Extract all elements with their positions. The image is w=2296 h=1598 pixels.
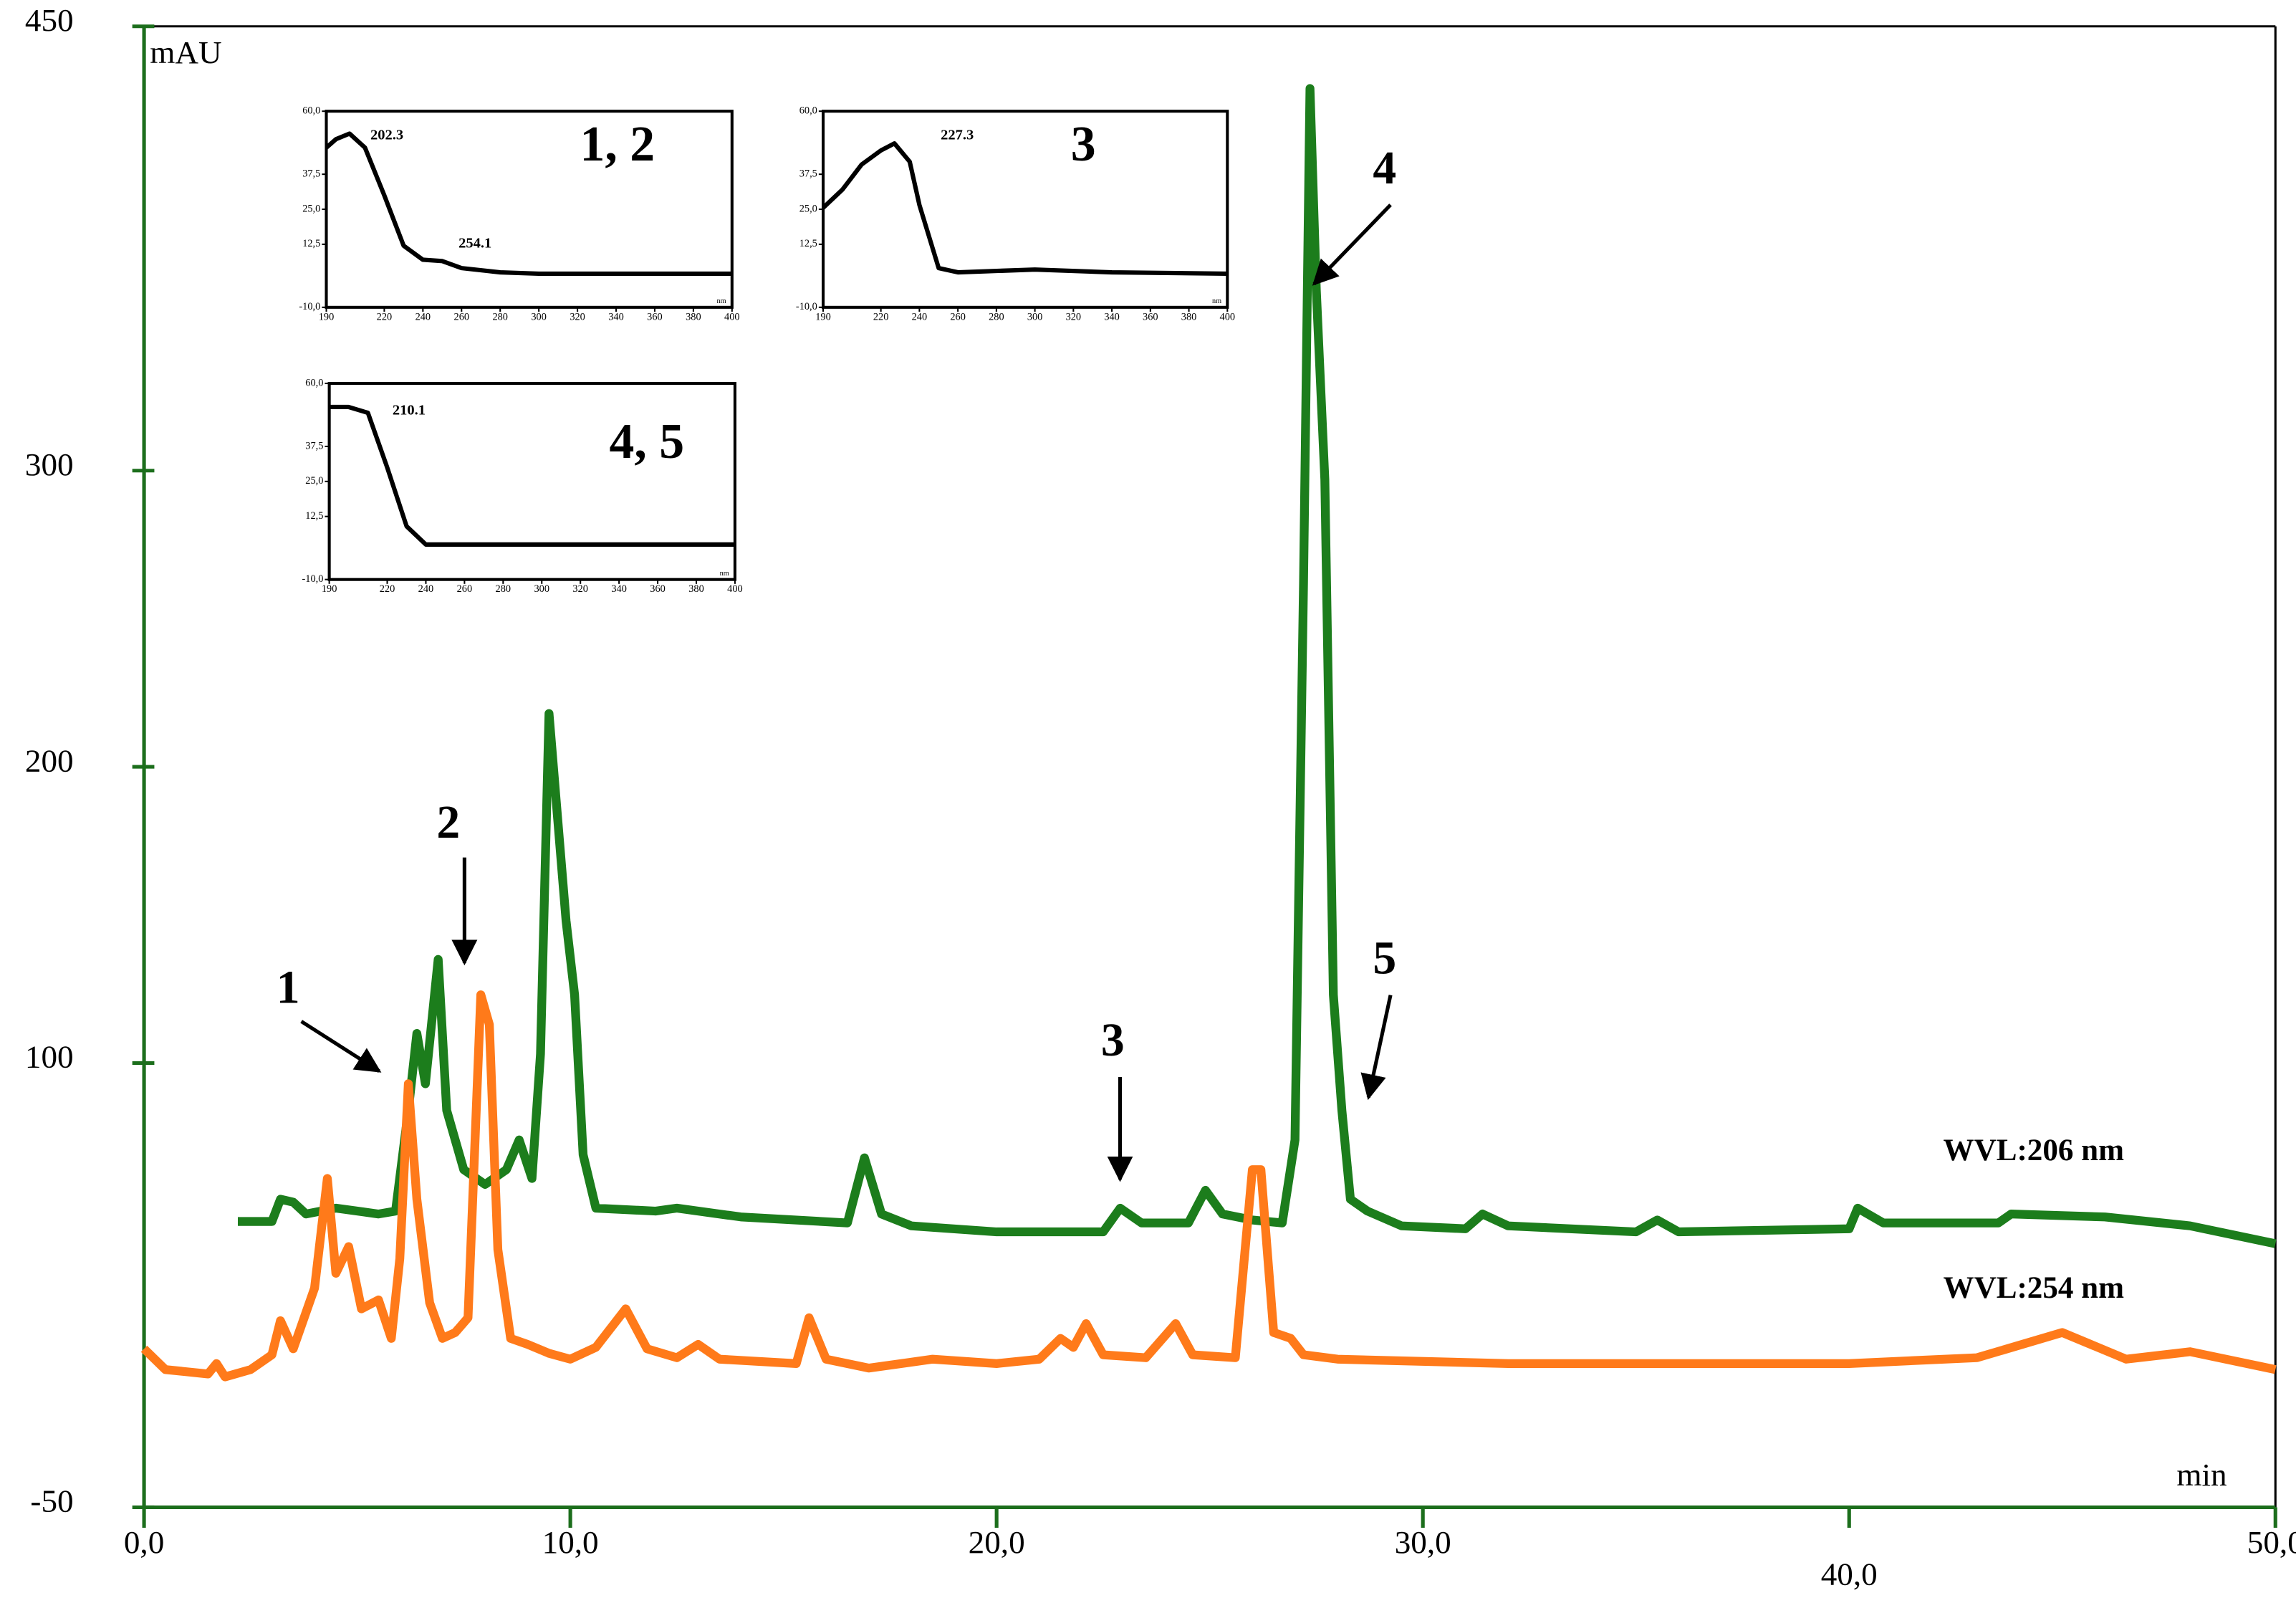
series-line [329,404,735,547]
x-tick-label: 240 [418,583,434,595]
x-axis-label: min [2176,1457,2227,1493]
y-tick-label: 37,5 [799,168,817,179]
x-tick-label: 300 [531,311,547,322]
y-tick-label: 37,5 [302,168,320,179]
series-line [237,84,2277,1248]
y-tick-label: 60,0 [302,105,320,117]
x-tick-label: 220 [380,583,395,595]
peak-number: 1 [277,962,300,1014]
x-tick-label: 340 [608,311,624,322]
x-tick-label: 340 [611,583,627,595]
y-tick-label: 450 [25,2,74,38]
x-tick-label: 360 [650,583,666,595]
inset-frame [327,381,736,581]
inset-title: 3 [1071,117,1096,172]
y-tick-label: 12,5 [799,238,817,249]
peak-number: 5 [1373,933,1396,985]
x-tick-label: 300 [534,583,549,595]
x-tick-label: 280 [989,311,1004,322]
x-axis-label: nm [717,297,726,305]
x-tick-label: 340 [1104,311,1120,322]
y-tick-label: 25,0 [302,203,320,214]
y-tick-label: -50 [30,1483,73,1519]
x-tick-label: 0,0 [124,1524,164,1560]
legend-label: WVL:254 nm [1944,1271,2125,1305]
y-tick-label: -10,0 [796,301,817,312]
y-tick-label: 12,5 [302,238,320,249]
x-tick-label: 220 [377,311,393,322]
y-tick-label: 25,0 [305,475,323,487]
y-tick-label: 37,5 [305,440,323,451]
x-axis-label: nm [1212,297,1221,305]
x-tick-label: 10,0 [542,1524,599,1560]
x-tick-label: 190 [319,311,335,322]
peak-number: 4 [1373,143,1396,194]
series-line [140,990,2277,1382]
peak-label: 254.1 [458,236,491,252]
inset-title: 1, 2 [580,117,655,172]
x-tick-label: 320 [572,583,588,595]
inset-title: 4, 5 [610,414,685,469]
x-tick-label: 380 [686,311,701,322]
x-tick-label: 190 [815,311,831,322]
y-tick-label: 60,0 [305,377,323,388]
x-tick-label: 240 [416,311,431,322]
x-tick-label: 40,0 [1821,1556,1878,1592]
y-tick-label: 25,0 [799,203,817,214]
arrow [1312,204,1392,286]
y-tick-label: 12,5 [305,510,323,522]
x-tick-label: 30,0 [1395,1524,1451,1560]
peak-number: 2 [436,797,460,848]
x-tick-label: 320 [570,311,585,322]
inset-frame [821,110,1229,309]
arrow [1360,995,1393,1101]
x-tick-label: 20,0 [969,1524,1025,1560]
arrow [300,1020,382,1073]
x-tick-label: 260 [454,311,470,322]
y-tick-label: 60,0 [799,105,817,117]
x-tick-label: 220 [873,311,889,322]
x-tick-label: 380 [688,583,704,595]
x-tick-label: 400 [727,583,743,595]
y-tick-label: -10,0 [302,573,324,585]
y-tick-label: 100 [25,1039,74,1075]
x-tick-label: 300 [1027,311,1043,322]
x-tick-label: 320 [1066,311,1082,322]
x-tick-label: 240 [912,311,928,322]
x-tick-label: 190 [322,583,337,595]
y-axis-label: mAU [150,34,221,70]
peak-label: 210.1 [393,403,426,418]
series-line [821,141,1228,276]
y-tick-label: 200 [25,742,74,778]
x-tick-label: 50,0 [2247,1524,2296,1560]
x-tick-label: 280 [492,311,508,322]
x-axis-label: nm [720,570,729,578]
y-tick-label: -10,0 [299,301,320,312]
x-tick-label: 400 [1220,311,1236,322]
x-tick-label: 260 [457,583,473,595]
arrows [300,204,1393,1182]
peak-number: 3 [1101,1015,1125,1066]
x-tick-label: 380 [1181,311,1197,322]
x-tick-label: 400 [724,311,740,322]
x-tick-label: 360 [647,311,663,322]
y-tick-label: 300 [25,446,74,482]
x-tick-label: 280 [496,583,511,595]
x-tick-label: 260 [950,311,966,322]
series-line [325,131,732,276]
legend-label: WVL:206 nm [1944,1134,2125,1167]
peak-label: 202.3 [370,128,403,143]
peak-label: 227.3 [941,128,974,143]
x-tick-label: 360 [1143,311,1158,322]
